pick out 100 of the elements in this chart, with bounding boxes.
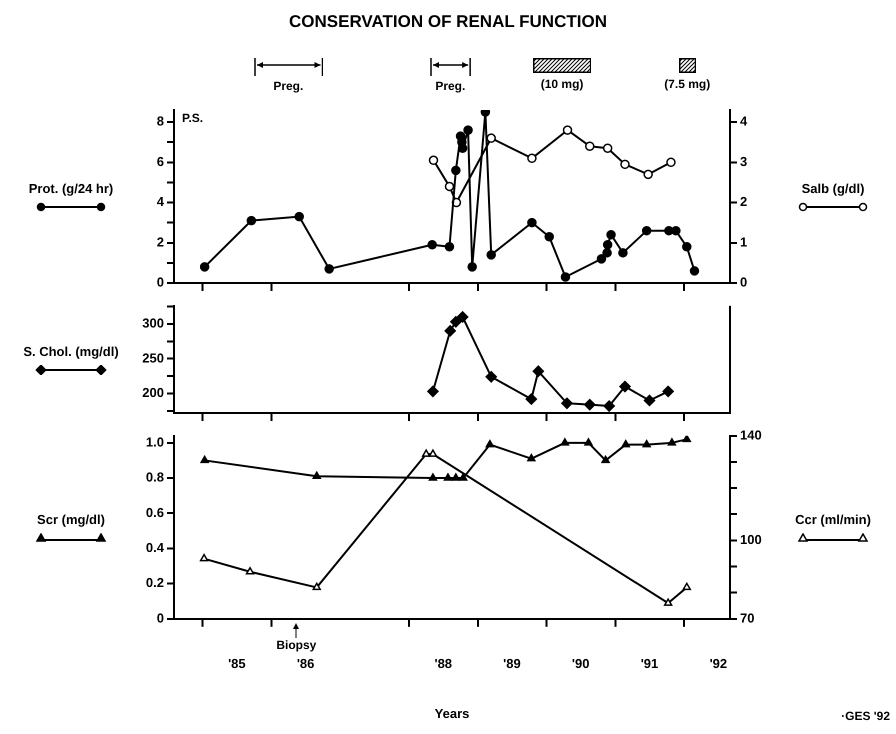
point	[562, 125, 572, 135]
point	[662, 386, 674, 398]
point	[428, 473, 438, 481]
point	[596, 254, 606, 264]
y-tick-label: 0.8	[146, 470, 164, 485]
point	[690, 266, 700, 276]
point	[606, 230, 616, 240]
point	[682, 436, 691, 442]
point	[427, 386, 439, 398]
text: Preg.	[435, 79, 466, 93]
x-tick-label: '86	[296, 656, 314, 672]
point	[526, 393, 538, 405]
x-tick-label: '91	[640, 656, 658, 672]
x-axis-title: Years	[434, 706, 470, 721]
text: Preg.	[273, 79, 304, 93]
point	[561, 398, 573, 410]
point	[622, 440, 630, 448]
y-axis-title: Prot. (g/24 hr)	[28, 181, 114, 196]
y2-tick-label: 2	[740, 194, 748, 210]
point	[444, 473, 452, 481]
point	[682, 582, 691, 590]
point	[294, 212, 304, 222]
point	[585, 141, 595, 151]
point	[428, 156, 438, 166]
y2-tick-label: 0	[740, 274, 748, 290]
point	[428, 449, 438, 457]
x-tick-label: '92	[710, 656, 728, 672]
point	[456, 311, 468, 323]
point	[246, 566, 254, 574]
point	[458, 473, 468, 481]
y-tick-label: 300	[142, 315, 164, 330]
y-tick-label: 6	[156, 154, 164, 169]
y-tick-label: 0.4	[146, 540, 165, 555]
y-tick-label: 250	[142, 350, 164, 366]
y-tick-label: 0.2	[146, 575, 164, 590]
y2-tick-label: 4	[740, 114, 748, 129]
text: (7.5 mg)	[664, 77, 710, 91]
point	[200, 554, 208, 562]
point	[682, 242, 692, 252]
point	[560, 438, 570, 446]
y-tick-label: 0	[156, 610, 164, 626]
point	[602, 240, 612, 250]
y-axis-title: Scr (mg/dl)	[36, 512, 106, 527]
point	[618, 248, 628, 258]
x-tick-label: '90	[572, 656, 590, 672]
x-tick-label: '85	[228, 656, 246, 672]
point	[668, 438, 676, 446]
point	[671, 226, 681, 236]
point	[666, 158, 676, 168]
point	[467, 262, 477, 272]
point	[643, 170, 653, 180]
x-tick-label: '89	[503, 656, 521, 672]
chart-title: CONSERVATION OF RENAL FUNCTION	[288, 12, 608, 32]
y-tick-label: 1.0	[146, 434, 164, 450]
point	[620, 160, 630, 170]
point	[619, 380, 631, 392]
point	[527, 454, 536, 462]
y2-axis-title: Salb (g/dl)	[800, 181, 866, 196]
point	[427, 240, 437, 250]
text: ·GES '92	[841, 709, 890, 723]
point	[422, 449, 430, 457]
point	[601, 456, 610, 464]
point	[444, 182, 454, 192]
point	[486, 440, 494, 448]
point	[527, 154, 537, 164]
point	[532, 365, 544, 377]
point	[486, 133, 496, 143]
point	[324, 264, 334, 274]
point	[560, 272, 570, 282]
point	[602, 143, 612, 153]
x-tick-label: '88	[434, 656, 452, 672]
point	[527, 218, 537, 228]
point	[450, 316, 462, 328]
annotation: P.S.	[182, 111, 204, 125]
point	[444, 325, 456, 337]
y-tick-label: 0	[156, 274, 164, 290]
point	[603, 400, 615, 412]
y-tick-label: 2	[156, 234, 164, 250]
point	[584, 398, 596, 410]
y2-tick-label: 100	[740, 532, 762, 547]
y2-tick-label: 3	[740, 154, 748, 169]
y-tick-label: 0.6	[146, 504, 164, 520]
y2-axis-title: Ccr (ml/min)	[794, 512, 872, 527]
point	[642, 226, 652, 236]
y2-tick-label: 1	[740, 234, 748, 250]
text: Biopsy	[276, 638, 317, 652]
point	[485, 371, 497, 383]
point	[584, 438, 593, 446]
point	[644, 394, 656, 406]
y-axis-title: S. Chol. (mg/dl)	[22, 344, 120, 359]
point	[312, 582, 321, 590]
point	[642, 440, 651, 448]
point	[544, 232, 554, 242]
point	[486, 250, 496, 260]
y2-tick-label: 70	[740, 610, 754, 626]
y-tick-label: 200	[142, 385, 164, 400]
point	[452, 473, 460, 481]
point	[451, 166, 461, 176]
point	[602, 248, 612, 258]
point	[312, 472, 321, 480]
